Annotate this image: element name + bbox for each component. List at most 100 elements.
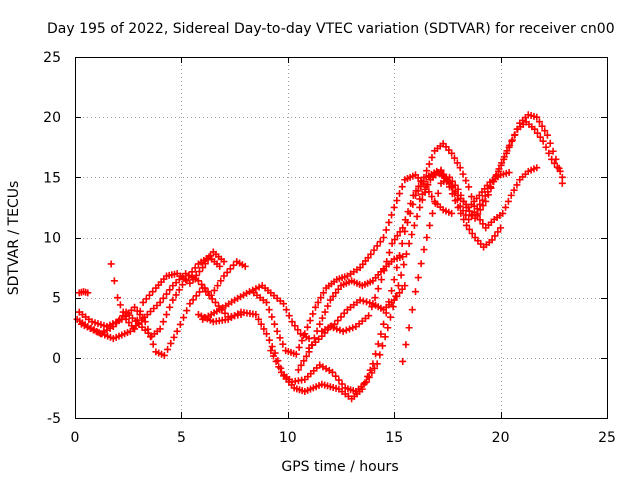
data-point (376, 238, 384, 246)
data-point (401, 216, 409, 224)
data-point (492, 172, 500, 180)
data-point (473, 205, 481, 213)
data-point (324, 302, 332, 310)
data-point (276, 334, 284, 342)
data-point (297, 361, 305, 369)
y-tick-label: 20 (43, 110, 61, 126)
data-point (494, 228, 502, 236)
data-point (420, 173, 428, 181)
data-point (558, 179, 566, 187)
data-point (195, 267, 203, 275)
data-point (204, 288, 212, 296)
data-point (491, 232, 499, 240)
data-point (513, 125, 521, 133)
y-axis-label: SDTVAR / TECUs (6, 181, 22, 296)
data-point (396, 228, 404, 236)
data-point (230, 261, 238, 269)
data-point (180, 314, 188, 322)
data-point (380, 234, 388, 241)
data-point (147, 333, 155, 341)
data-point (211, 298, 219, 306)
data-point (513, 181, 521, 189)
data-series (199, 282, 313, 343)
data-point (413, 212, 421, 220)
data-point (192, 271, 200, 279)
data-point (183, 307, 191, 315)
data-point (440, 170, 448, 178)
data-point (300, 357, 308, 365)
data-point (207, 252, 215, 260)
data-point (539, 137, 547, 145)
data-point (381, 333, 389, 341)
x-tick-label: 20 (492, 430, 510, 446)
data-point (271, 320, 278, 328)
data-point (535, 118, 543, 126)
data-point (465, 225, 473, 233)
data-point (145, 291, 153, 299)
data-point (479, 220, 487, 228)
data-point (306, 317, 314, 325)
data-point (405, 240, 413, 248)
data-point (142, 295, 150, 303)
data-point (505, 169, 513, 177)
data-point (199, 264, 207, 272)
data-point (321, 308, 329, 316)
data-point (156, 298, 164, 306)
data-point (497, 224, 505, 232)
data-point (429, 209, 437, 217)
data-point (371, 364, 379, 372)
data-point (371, 294, 379, 302)
data-point (400, 261, 408, 269)
data-point (189, 296, 197, 304)
data-point (163, 311, 171, 319)
data-point (552, 155, 560, 163)
data-point (84, 289, 92, 297)
data-point (309, 310, 317, 318)
data-point (260, 325, 268, 333)
data-point (316, 320, 324, 328)
data-point (133, 316, 141, 324)
data-point (336, 326, 344, 334)
data-point (279, 340, 287, 348)
data-point (468, 193, 476, 201)
data-point (214, 282, 222, 290)
data-point (303, 323, 311, 331)
data-point (401, 282, 409, 290)
data-point (159, 318, 167, 326)
data-point (396, 289, 404, 297)
x-tick-label: 25 (598, 430, 616, 446)
data-point (265, 336, 273, 344)
data-point (346, 325, 354, 333)
data-point (195, 288, 203, 296)
data-point (380, 267, 388, 275)
data-point (215, 302, 223, 310)
data-point (393, 264, 401, 272)
axis-ticks (75, 57, 608, 419)
data-point (476, 200, 484, 208)
data-point (245, 288, 253, 296)
data-point (169, 296, 177, 304)
data-point (359, 297, 367, 305)
x-tick-label: 15 (385, 430, 403, 446)
data-point (453, 196, 461, 204)
data-point (510, 131, 518, 139)
data-point (484, 188, 492, 196)
data-point (457, 191, 465, 199)
data-point (499, 209, 507, 217)
data-point (502, 149, 510, 157)
data-point (328, 368, 336, 376)
data-point (377, 276, 385, 284)
data-point (160, 351, 168, 359)
data-point (409, 191, 417, 199)
data-point (265, 306, 273, 314)
data-point (339, 327, 347, 335)
data-point (500, 155, 508, 163)
data-point (453, 159, 461, 167)
data-point (411, 288, 419, 296)
data-point (280, 300, 288, 308)
data-point (255, 283, 263, 291)
data-point (388, 287, 396, 295)
y-tick-label: 5 (52, 291, 61, 307)
data-point (365, 373, 373, 381)
data-point (220, 272, 228, 280)
